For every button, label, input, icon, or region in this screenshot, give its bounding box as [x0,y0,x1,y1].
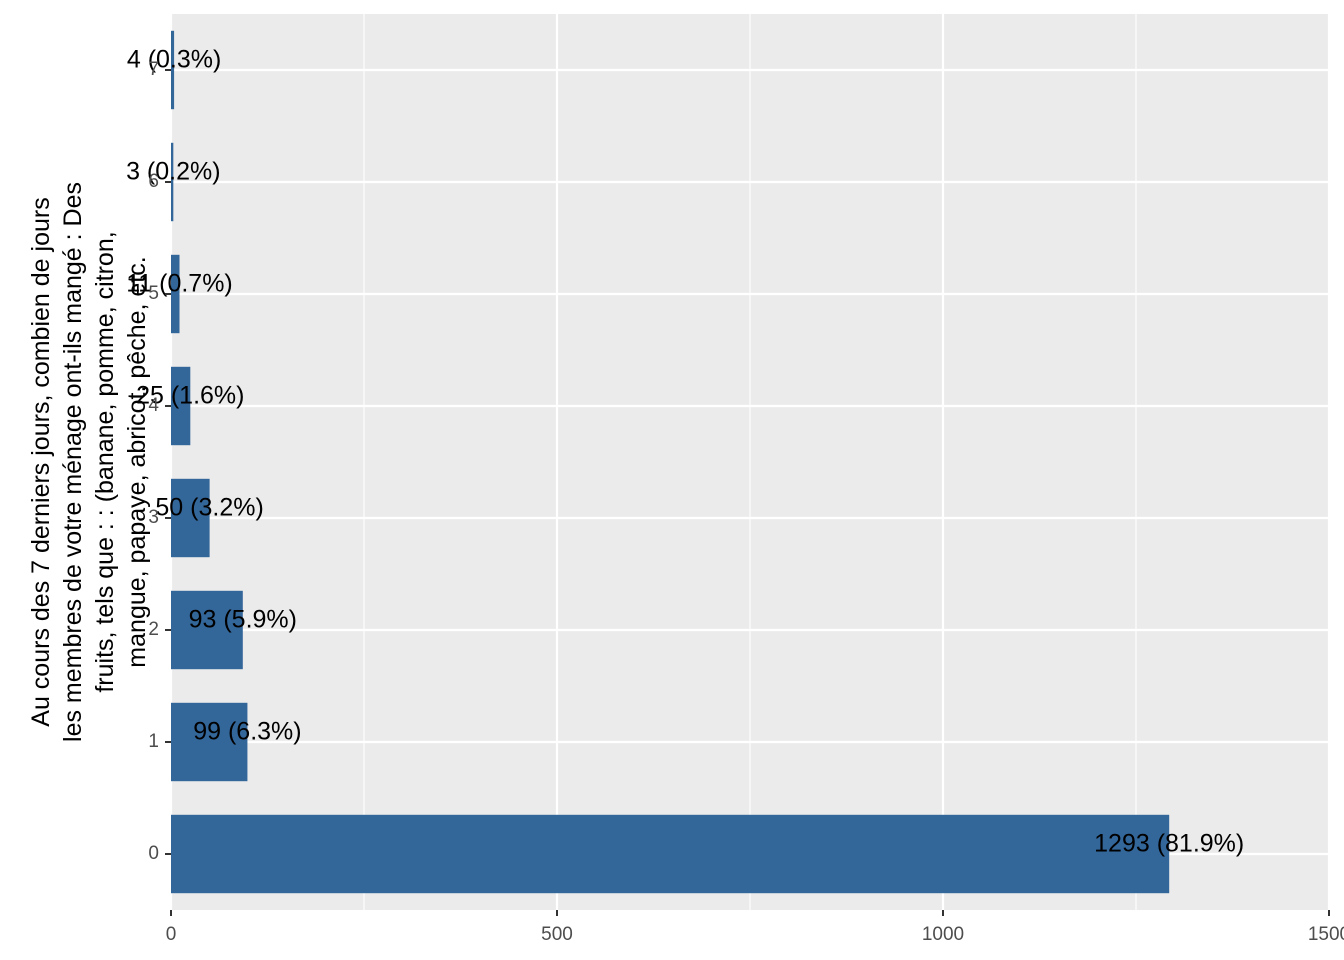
bar-labels: 1293 (81.9%) 99 (6.3%) 93 (5.9%) 50 (3.2%) 2… [126,46,1244,858]
bar-label-6: 3 (0.2%) [126,158,220,186]
x-tick-label: 1000 [922,924,964,945]
y-axis-title-line: les membres de votre ménage ont-ils mang… [59,182,87,742]
y-tick-label: 1 [148,731,159,752]
bar-1 [171,702,248,782]
bar-label-3: 50 (3.2%) [155,494,263,522]
bar-label-5: 11 (0.7%) [126,270,233,298]
y-tick-label: 6 [148,171,159,192]
bar-label-4: 25 (1.6%) [136,382,244,410]
y-tick-label: 2 [148,619,159,640]
x-tick-label: 500 [541,924,573,945]
bar-5 [171,254,180,334]
y-axis-title: Au cours des 7 derniers jours, combien d… [27,182,151,742]
bar-2 [171,590,243,670]
bar-label-2: 93 (5.9%) [189,606,297,634]
bar-6 [171,142,174,222]
bar-7 [171,30,175,110]
bar-label-1: 99 (6.3%) [193,718,301,746]
y-axis-title-line: fruits, tels que : : (banane, pomme, cit… [91,231,119,692]
bar-label-7: 4 (0.3%) [127,46,221,74]
y-axis-title-line: mangue, papaye, abricot, pêche, etc. [123,256,151,667]
y-tick-label: 4 [148,395,159,416]
y-tick-label: 0 [148,843,159,864]
y-tick-label: 7 [148,59,159,80]
x-tick-label: 0 [166,924,177,945]
bar-0 [171,814,1170,894]
bar-label-0: 1293 (81.9%) [1094,830,1244,858]
bar-4 [171,366,191,446]
bar-3 [171,478,210,558]
y-axis: 0 1 2 3 4 5 6 7 [148,59,171,864]
y-tick-label: 5 [148,283,159,304]
bars [171,30,1170,894]
y-axis-title-line: Au cours des 7 derniers jours, combien d… [27,197,55,726]
y-tick-label: 3 [148,507,159,528]
